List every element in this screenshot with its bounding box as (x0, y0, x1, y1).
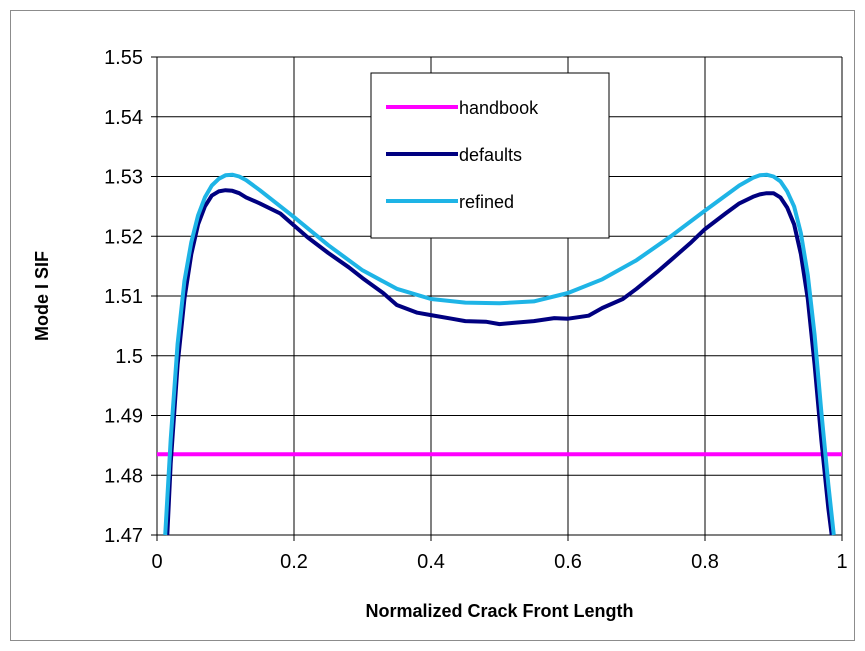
legend-label-defaults: defaults (459, 145, 522, 165)
legend-label-refined: refined (459, 192, 514, 212)
y-tick-label: 1.5 (115, 346, 143, 368)
x-tick-label: 0.4 (417, 551, 445, 573)
y-tick-label: 1.53 (104, 167, 143, 189)
y-tick-label: 1.49 (104, 406, 143, 428)
y-tick-label: 1.48 (104, 465, 143, 487)
legend: handbook defaults refined (370, 72, 610, 239)
x-tick-label: 0.2 (280, 551, 308, 573)
legend-label-handbook: handbook (459, 98, 539, 118)
y-tick-label: 1.55 (104, 47, 143, 69)
y-tick-label: 1.47 (104, 525, 143, 547)
series-line-defaults (165, 188, 834, 536)
x-tick-label: 0 (151, 551, 162, 573)
y-tick-label: 1.52 (104, 226, 143, 248)
tick-labels: 1.47 1.48 1.49 1.5 1.51 1.52 1.53 1.54 1.55 0 0.2 0… (104, 47, 848, 573)
series-lines (157, 172, 842, 536)
y-tick-label: 1.51 (104, 286, 143, 308)
y-axis-title: Mode I SIF (32, 251, 52, 341)
x-tick-label: 0.6 (554, 551, 582, 573)
x-tick-label: 0.8 (691, 551, 719, 573)
grid (151, 56, 843, 541)
y-tick-label: 1.54 (104, 107, 143, 129)
x-axis-title: Normalized Crack Front Length (365, 601, 633, 621)
x-tick-label: 1 (836, 551, 847, 573)
series-line-refined (163, 172, 836, 536)
